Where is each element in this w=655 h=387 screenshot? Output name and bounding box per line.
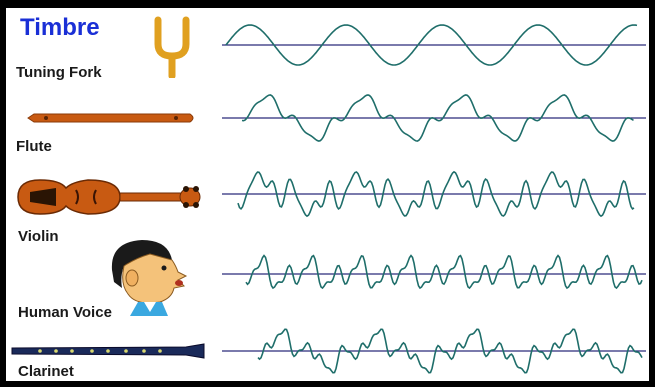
baselines xyxy=(222,44,646,352)
waveform-flute xyxy=(241,94,634,142)
waveform-violin xyxy=(237,170,635,218)
waveform-human-voice xyxy=(245,254,643,290)
waveform-panel xyxy=(222,24,646,374)
flute-icon xyxy=(27,113,194,123)
clarinet-icon xyxy=(11,343,205,359)
instrument-label-human-voice: Human Voice xyxy=(18,304,112,321)
violin-icon xyxy=(17,179,201,215)
human-face-icon xyxy=(111,240,188,316)
instrument-label-clarinet: Clarinet xyxy=(18,363,74,380)
waveform-clarinet xyxy=(257,328,643,374)
instrument-label-tuning-fork: Tuning Fork xyxy=(16,64,102,81)
diagram-panel: Timbre Tuning Fork Flute Violin Human Vo… xyxy=(6,8,649,381)
tuning-fork-icon xyxy=(154,16,190,78)
instrument-label-flute: Flute xyxy=(16,138,52,155)
instrument-label-violin: Violin xyxy=(18,228,59,245)
diagram-title: Timbre xyxy=(20,14,100,41)
waveform-tuning-fork xyxy=(225,24,638,66)
